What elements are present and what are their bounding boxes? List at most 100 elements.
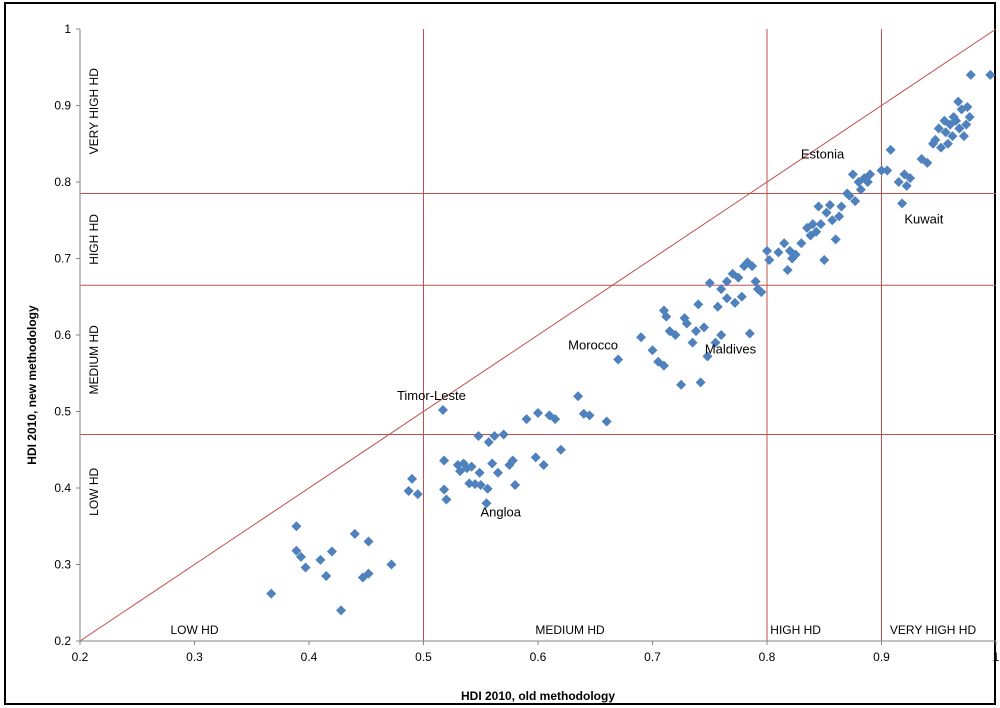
data-point: [676, 379, 687, 390]
data-point: [836, 201, 847, 212]
y-tick-label: 0.4: [54, 481, 71, 495]
data-point: [850, 196, 861, 207]
data-point: [704, 277, 715, 288]
data-point: [699, 322, 710, 333]
data-point: [882, 165, 893, 176]
data-point: [847, 169, 858, 180]
data-point: [950, 115, 961, 126]
data-point: [897, 198, 908, 209]
data-point: [901, 180, 912, 191]
y-tick-label: 0.2: [54, 634, 71, 648]
data-point: [736, 291, 747, 302]
data-point: [813, 201, 824, 212]
data-point: [721, 276, 732, 287]
data-point: [601, 416, 612, 427]
data-point: [321, 570, 332, 581]
data-point: [885, 144, 896, 155]
data-point: [747, 261, 758, 272]
x-tick-label: 1: [993, 650, 1000, 664]
y-axis-title: HDI 2010, new methodology: [25, 305, 39, 465]
data-point: [336, 605, 347, 616]
data-point: [790, 249, 801, 260]
x-zone-label: HIGH HD: [770, 623, 821, 637]
data-point: [750, 276, 761, 287]
data-point: [363, 536, 374, 547]
data-point: [647, 345, 658, 356]
data-point: [437, 404, 448, 415]
data-point: [958, 131, 969, 142]
data-point: [521, 414, 532, 425]
data-point: [295, 551, 306, 562]
chart-frame: [4, 2, 996, 705]
data-point: [827, 215, 838, 226]
data-point: [349, 528, 360, 539]
x-tick-label: 0.9: [873, 650, 890, 664]
data-point: [266, 588, 277, 599]
country-annotation: Kuwait: [904, 211, 943, 226]
data-point: [636, 332, 647, 343]
data-point: [782, 264, 793, 275]
country-annotation: Morocco: [568, 337, 618, 352]
data-point: [922, 157, 933, 168]
data-point: [492, 467, 503, 478]
data-point: [530, 452, 541, 463]
x-tick-label: 0.4: [301, 650, 318, 664]
y-axis-ticks: 0.2 0.3 0.4 0.5 0.6 0.7 0.8 0.9 1: [54, 22, 80, 648]
data-point: [712, 301, 723, 312]
x-tick-label: 0.6: [530, 650, 547, 664]
data-point: [498, 429, 509, 440]
data-point: [830, 234, 841, 245]
data-point: [300, 562, 311, 573]
diagonal-reference-line: [79, 28, 997, 642]
data-point: [687, 337, 698, 348]
data-point: [930, 134, 941, 145]
data-point: [965, 69, 976, 80]
data-point: [954, 123, 965, 134]
data-point: [796, 238, 807, 249]
data-point: [762, 245, 772, 256]
data-point: [865, 169, 876, 180]
data-point: [439, 484, 450, 495]
data-point: [507, 455, 518, 466]
data-point: [386, 559, 397, 570]
data-point: [964, 111, 975, 122]
y-tick-label: 1: [64, 22, 71, 36]
data-point: [695, 377, 706, 388]
data-point: [658, 360, 669, 371]
data-point: [779, 238, 790, 249]
data-point: [291, 521, 302, 532]
data-point: [555, 444, 566, 455]
data-point: [733, 272, 744, 283]
data-point: [744, 328, 755, 339]
data-point: [693, 299, 704, 310]
country-annotation: Estonia: [801, 146, 845, 161]
data-point: [855, 184, 866, 195]
y-tick-label: 0.5: [54, 405, 71, 419]
data-point: [942, 138, 953, 149]
y-zone-labels: VERY HIGH HD HIGH HD MEDIUM HD LOW HD: [87, 68, 101, 516]
x-tick-label: 0.2: [72, 650, 89, 664]
x-zone-labels: LOW HD MEDIUM HD HIGH HD VERY HIGH HD: [171, 623, 977, 637]
data-point: [729, 297, 740, 308]
y-zone-label: MEDIUM HD: [87, 325, 101, 395]
data-point: [764, 255, 775, 266]
data-point: [550, 414, 561, 425]
data-point: [773, 247, 784, 258]
data-point: [573, 391, 584, 402]
data-point: [940, 127, 951, 138]
y-tick-label: 0.7: [54, 252, 71, 266]
data-point: [326, 546, 337, 557]
data-point: [403, 486, 414, 497]
data-point: [584, 410, 595, 421]
data-point: [363, 568, 374, 579]
data-point: [716, 284, 727, 295]
reference-lines: [79, 28, 997, 642]
data-point: [412, 489, 423, 500]
country-annotation: Angloa: [480, 504, 521, 519]
data-point: [670, 330, 681, 340]
data-point: [962, 102, 973, 113]
data-point: [475, 479, 486, 490]
data-point: [481, 498, 492, 509]
x-tick-label: 0.7: [644, 650, 661, 664]
